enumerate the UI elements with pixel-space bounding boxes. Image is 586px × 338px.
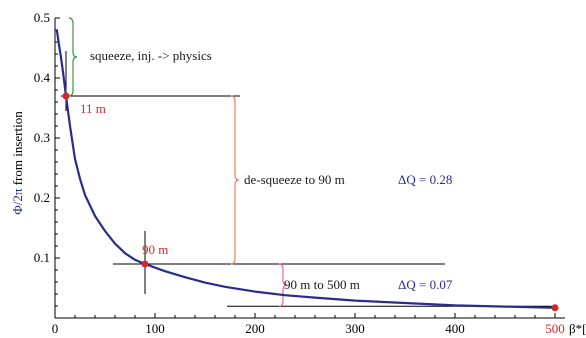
point-2	[551, 304, 559, 312]
brace-to500	[278, 263, 288, 307]
point-1	[141, 260, 149, 268]
x-axis-label: β*[m]	[569, 321, 586, 336]
annotation-squeeze: squeeze, inj. -> physics	[90, 48, 212, 63]
axes: 0 100 200 300 400 0.1 0.2 0.3 0.4 0.5 Φ/2π from in…	[10, 10, 565, 336]
point-label-90m: 90 m	[142, 242, 168, 257]
annotation-dq-007: ΔQ = 0.07	[398, 277, 453, 292]
y-axis-label-symbol: Φ/2π	[10, 188, 25, 215]
brace-desqueeze	[230, 95, 240, 265]
y-tick-label-0.1: 0.1	[34, 250, 50, 265]
y-axis-label: Φ/2π from insertion	[10, 111, 25, 215]
point-label-11m: 11 m	[80, 101, 106, 116]
brace-squeeze	[68, 17, 78, 97]
points-layer	[62, 92, 559, 312]
y-tick-label-0.2: 0.2	[34, 190, 50, 205]
annotation-desqueeze: de-squeeze to 90 m	[244, 172, 345, 187]
y-tick-label-0.4: 0.4	[34, 70, 51, 85]
annotation-dq-028: ΔQ = 0.28	[398, 172, 452, 187]
x-tick-label-500: 500	[545, 321, 565, 336]
x-tick-label-0: 0	[52, 321, 59, 336]
x-tick-label-300: 300	[345, 321, 365, 336]
x-tick-label-400: 400	[445, 321, 465, 336]
series-layer	[55, 30, 557, 309]
x-tick-label-200: 200	[245, 321, 265, 336]
series-line-0	[55, 30, 557, 309]
y-tick-label-0.5: 0.5	[34, 10, 50, 25]
y-tick-label-0.3: 0.3	[34, 130, 50, 145]
braces	[68, 17, 288, 307]
x-tick-label-100: 100	[145, 321, 165, 336]
y-axis-label-text: from insertion	[10, 111, 25, 189]
labels-layer: 500 β*[m] 11 m 90 m squeeze, inj. -> physics…	[80, 48, 586, 336]
annotation-90-to-500: 90 m to 500 m	[284, 277, 360, 292]
point-0	[62, 92, 70, 100]
